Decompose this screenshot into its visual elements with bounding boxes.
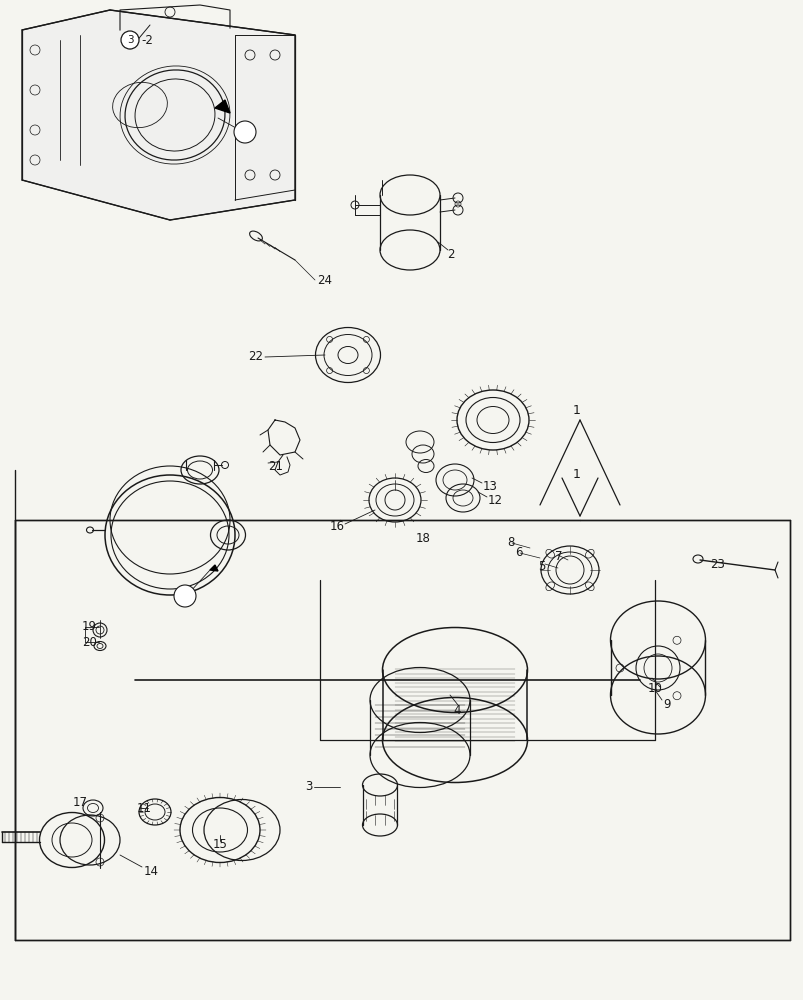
Text: 2: 2	[446, 247, 454, 260]
Text: 9: 9	[662, 698, 670, 710]
Circle shape	[120, 31, 139, 49]
Text: 15: 15	[212, 838, 227, 851]
Text: 19: 19	[82, 620, 97, 634]
Text: 1: 1	[573, 403, 581, 416]
Text: 22: 22	[247, 351, 263, 363]
Text: A: A	[241, 127, 248, 137]
Text: 17: 17	[73, 795, 88, 808]
Text: 16: 16	[329, 520, 344, 532]
Text: 4: 4	[452, 704, 460, 716]
Text: 21: 21	[267, 460, 283, 474]
Text: 3: 3	[127, 35, 133, 45]
Polygon shape	[22, 10, 295, 220]
Text: 23: 23	[709, 558, 724, 572]
Text: 13: 13	[483, 480, 497, 492]
Text: 1: 1	[573, 468, 581, 482]
Text: 12: 12	[487, 494, 503, 508]
Text: 14: 14	[144, 865, 159, 878]
Text: 11: 11	[137, 801, 152, 814]
Text: 7: 7	[554, 550, 562, 562]
Text: 20: 20	[82, 636, 96, 648]
Circle shape	[173, 585, 196, 607]
Text: 10: 10	[647, 682, 662, 696]
Text: 18: 18	[415, 532, 430, 544]
Text: 8: 8	[507, 536, 514, 548]
Polygon shape	[214, 100, 230, 113]
Text: -2: -2	[141, 34, 153, 47]
Text: A: A	[181, 591, 189, 601]
Text: 24: 24	[316, 273, 332, 286]
Polygon shape	[210, 565, 218, 571]
Text: 3: 3	[304, 780, 312, 793]
Text: 5: 5	[537, 560, 544, 572]
Text: 6: 6	[515, 546, 522, 558]
Circle shape	[234, 121, 255, 143]
